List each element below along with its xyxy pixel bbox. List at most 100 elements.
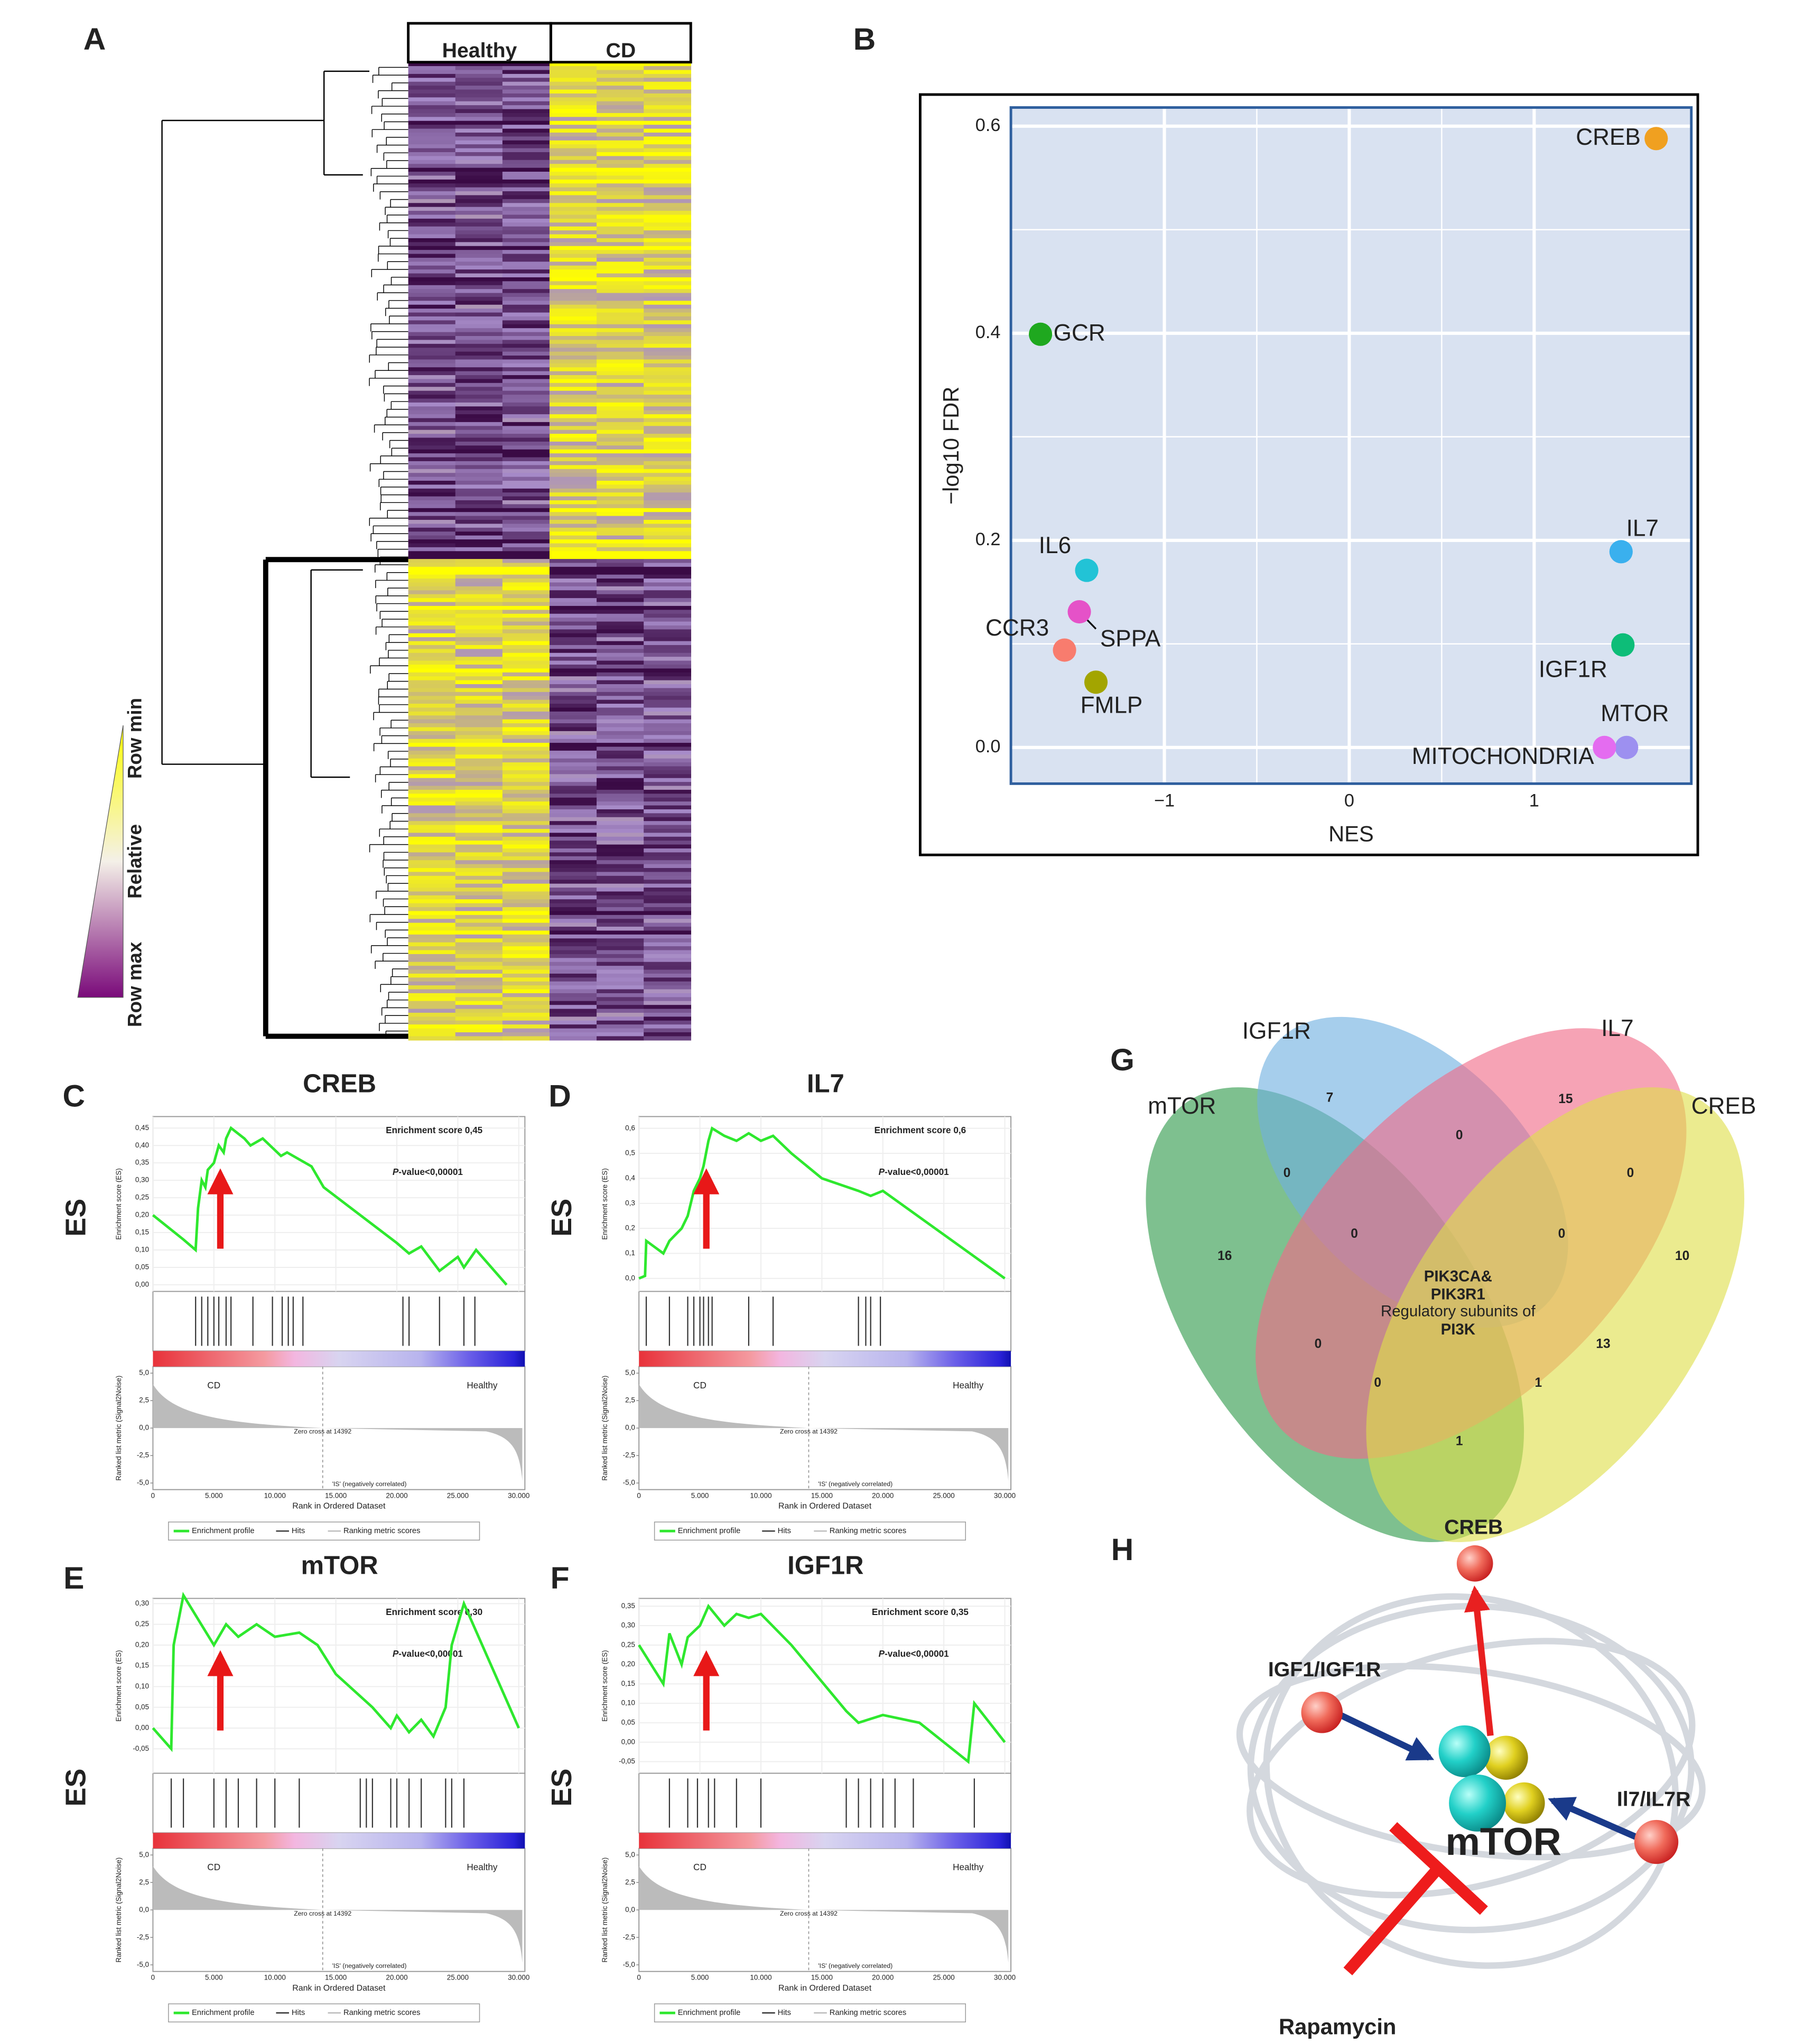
heatmap-cell: [455, 128, 503, 133]
heatmap-cell: [502, 930, 550, 935]
x-tick-label: 15.000: [325, 1974, 347, 1982]
heatmap-cell: [549, 841, 597, 845]
heatmap-cell: [455, 89, 503, 94]
heatmap-cell: [597, 794, 644, 798]
heatmap-cell: [408, 723, 456, 728]
heatmap-cell: [408, 731, 456, 736]
heatmap-cell: [549, 731, 597, 736]
heatmap-cell: [597, 907, 644, 912]
heatmap-cell: [597, 105, 644, 110]
heatmap-cell: [644, 453, 692, 458]
heatmap-cell: [597, 739, 644, 743]
heatmap-cell: [408, 359, 456, 364]
heatmap-cell: [597, 664, 644, 669]
heatmap-cell: [549, 230, 597, 235]
heatmap-cell: [408, 406, 456, 411]
heatmap-cell: [502, 750, 550, 755]
heatmap-cell: [644, 543, 692, 548]
heatmap-cell: [549, 328, 597, 333]
heatmap-cell: [644, 629, 692, 634]
heatmap-cell: [644, 289, 692, 294]
heatmap-cell: [644, 875, 692, 880]
heatmap-cell: [549, 195, 597, 200]
heatmap-cell: [502, 1016, 550, 1021]
heatmap-cell: [502, 993, 550, 998]
heatmap-cell: [502, 696, 550, 701]
heatmap-cell: [549, 1024, 597, 1029]
x-tick-label: 30.000: [994, 1491, 1016, 1499]
heatmap-cell: [549, 281, 597, 286]
heatmap-cell: [455, 1009, 503, 1013]
heatmap-cell: [644, 301, 692, 305]
heatmap-cell: [644, 78, 692, 82]
heatmap-cell: [597, 805, 644, 810]
heatmap-cell: [455, 825, 503, 829]
heatmap-cell: [549, 739, 597, 743]
panel-title: IL7: [807, 1070, 844, 1098]
heatmap-cell: [549, 582, 597, 587]
heatmap-cell: [597, 578, 644, 583]
heatmap-cell: [597, 265, 644, 270]
heatmap-cell: [644, 711, 692, 716]
legend-label: Enrichment profile: [678, 2009, 741, 2017]
heatmap-cell: [549, 645, 597, 650]
heatmap-cell: [644, 660, 692, 665]
heatmap-cell: [502, 453, 550, 458]
heatmap-cell: [549, 888, 597, 892]
panel-letter: A: [83, 22, 106, 57]
heatmap-cell: [502, 652, 550, 657]
phenotype-label: Healthy: [953, 1862, 984, 1872]
x-tick-label: 15.000: [811, 1491, 833, 1499]
heatmap-cell: [455, 132, 503, 137]
y2-tick-label: -5,0: [623, 1479, 635, 1487]
legend-box: [654, 1522, 966, 1541]
heatmap-cell: [408, 817, 456, 822]
heatmap-cell: [597, 86, 644, 90]
heatmap-cell: [455, 395, 503, 399]
heatmap-cell: [408, 563, 456, 567]
heatmap-cell: [502, 563, 550, 567]
column-label: CD: [606, 39, 636, 62]
heatmap-cell: [408, 148, 456, 153]
heatmap-cell: [597, 469, 644, 473]
legend-label: Enrichment profile: [192, 2009, 255, 2017]
set-label: IGF1R: [1242, 1018, 1311, 1044]
heatmap-cell: [502, 218, 550, 223]
heatmap-cell: [502, 981, 550, 986]
heatmap-cell: [455, 273, 503, 278]
heatmap-cell: [597, 864, 644, 869]
heatmap-cell: [549, 183, 597, 188]
x-tick-label: 25.000: [933, 1974, 955, 1982]
heatmap-cell: [644, 410, 692, 415]
heatmap-cell: [502, 821, 550, 826]
heatmap-cell: [549, 868, 597, 873]
heatmap-cell: [455, 883, 503, 888]
heatmap-cell: [455, 750, 503, 755]
y-tick-label: 0,2: [625, 1224, 635, 1232]
plot-area: [1011, 107, 1691, 784]
heatmap-cell: [408, 144, 456, 149]
heatmap-cell: [597, 731, 644, 736]
heatmap-cell: [502, 969, 550, 974]
heatmap-cell: [549, 844, 597, 849]
heatmap-cell: [455, 645, 503, 650]
heatmap-cell: [597, 555, 644, 559]
heatmap-cell: [644, 257, 692, 263]
heatmap-cell: [597, 70, 644, 74]
heatmap-cell: [408, 132, 456, 137]
heatmap-cell: [408, 86, 456, 90]
heatmap-cell: [408, 629, 456, 634]
heatmap-cell: [597, 723, 644, 728]
point: [1593, 735, 1616, 759]
heatmap-cell: [644, 817, 692, 822]
heatmap-cell: [549, 919, 597, 923]
heatmap-cell: [597, 950, 644, 955]
point: [1067, 600, 1091, 624]
heatmap-cell: [455, 187, 503, 192]
heatmap-cell: [644, 101, 692, 106]
heatmap-cell: [597, 645, 644, 650]
heatmap-cell: [644, 340, 692, 344]
activation-arrow: [1333, 1709, 1435, 1761]
heatmap-cell: [644, 484, 692, 489]
heatmap-cell: [644, 844, 692, 849]
